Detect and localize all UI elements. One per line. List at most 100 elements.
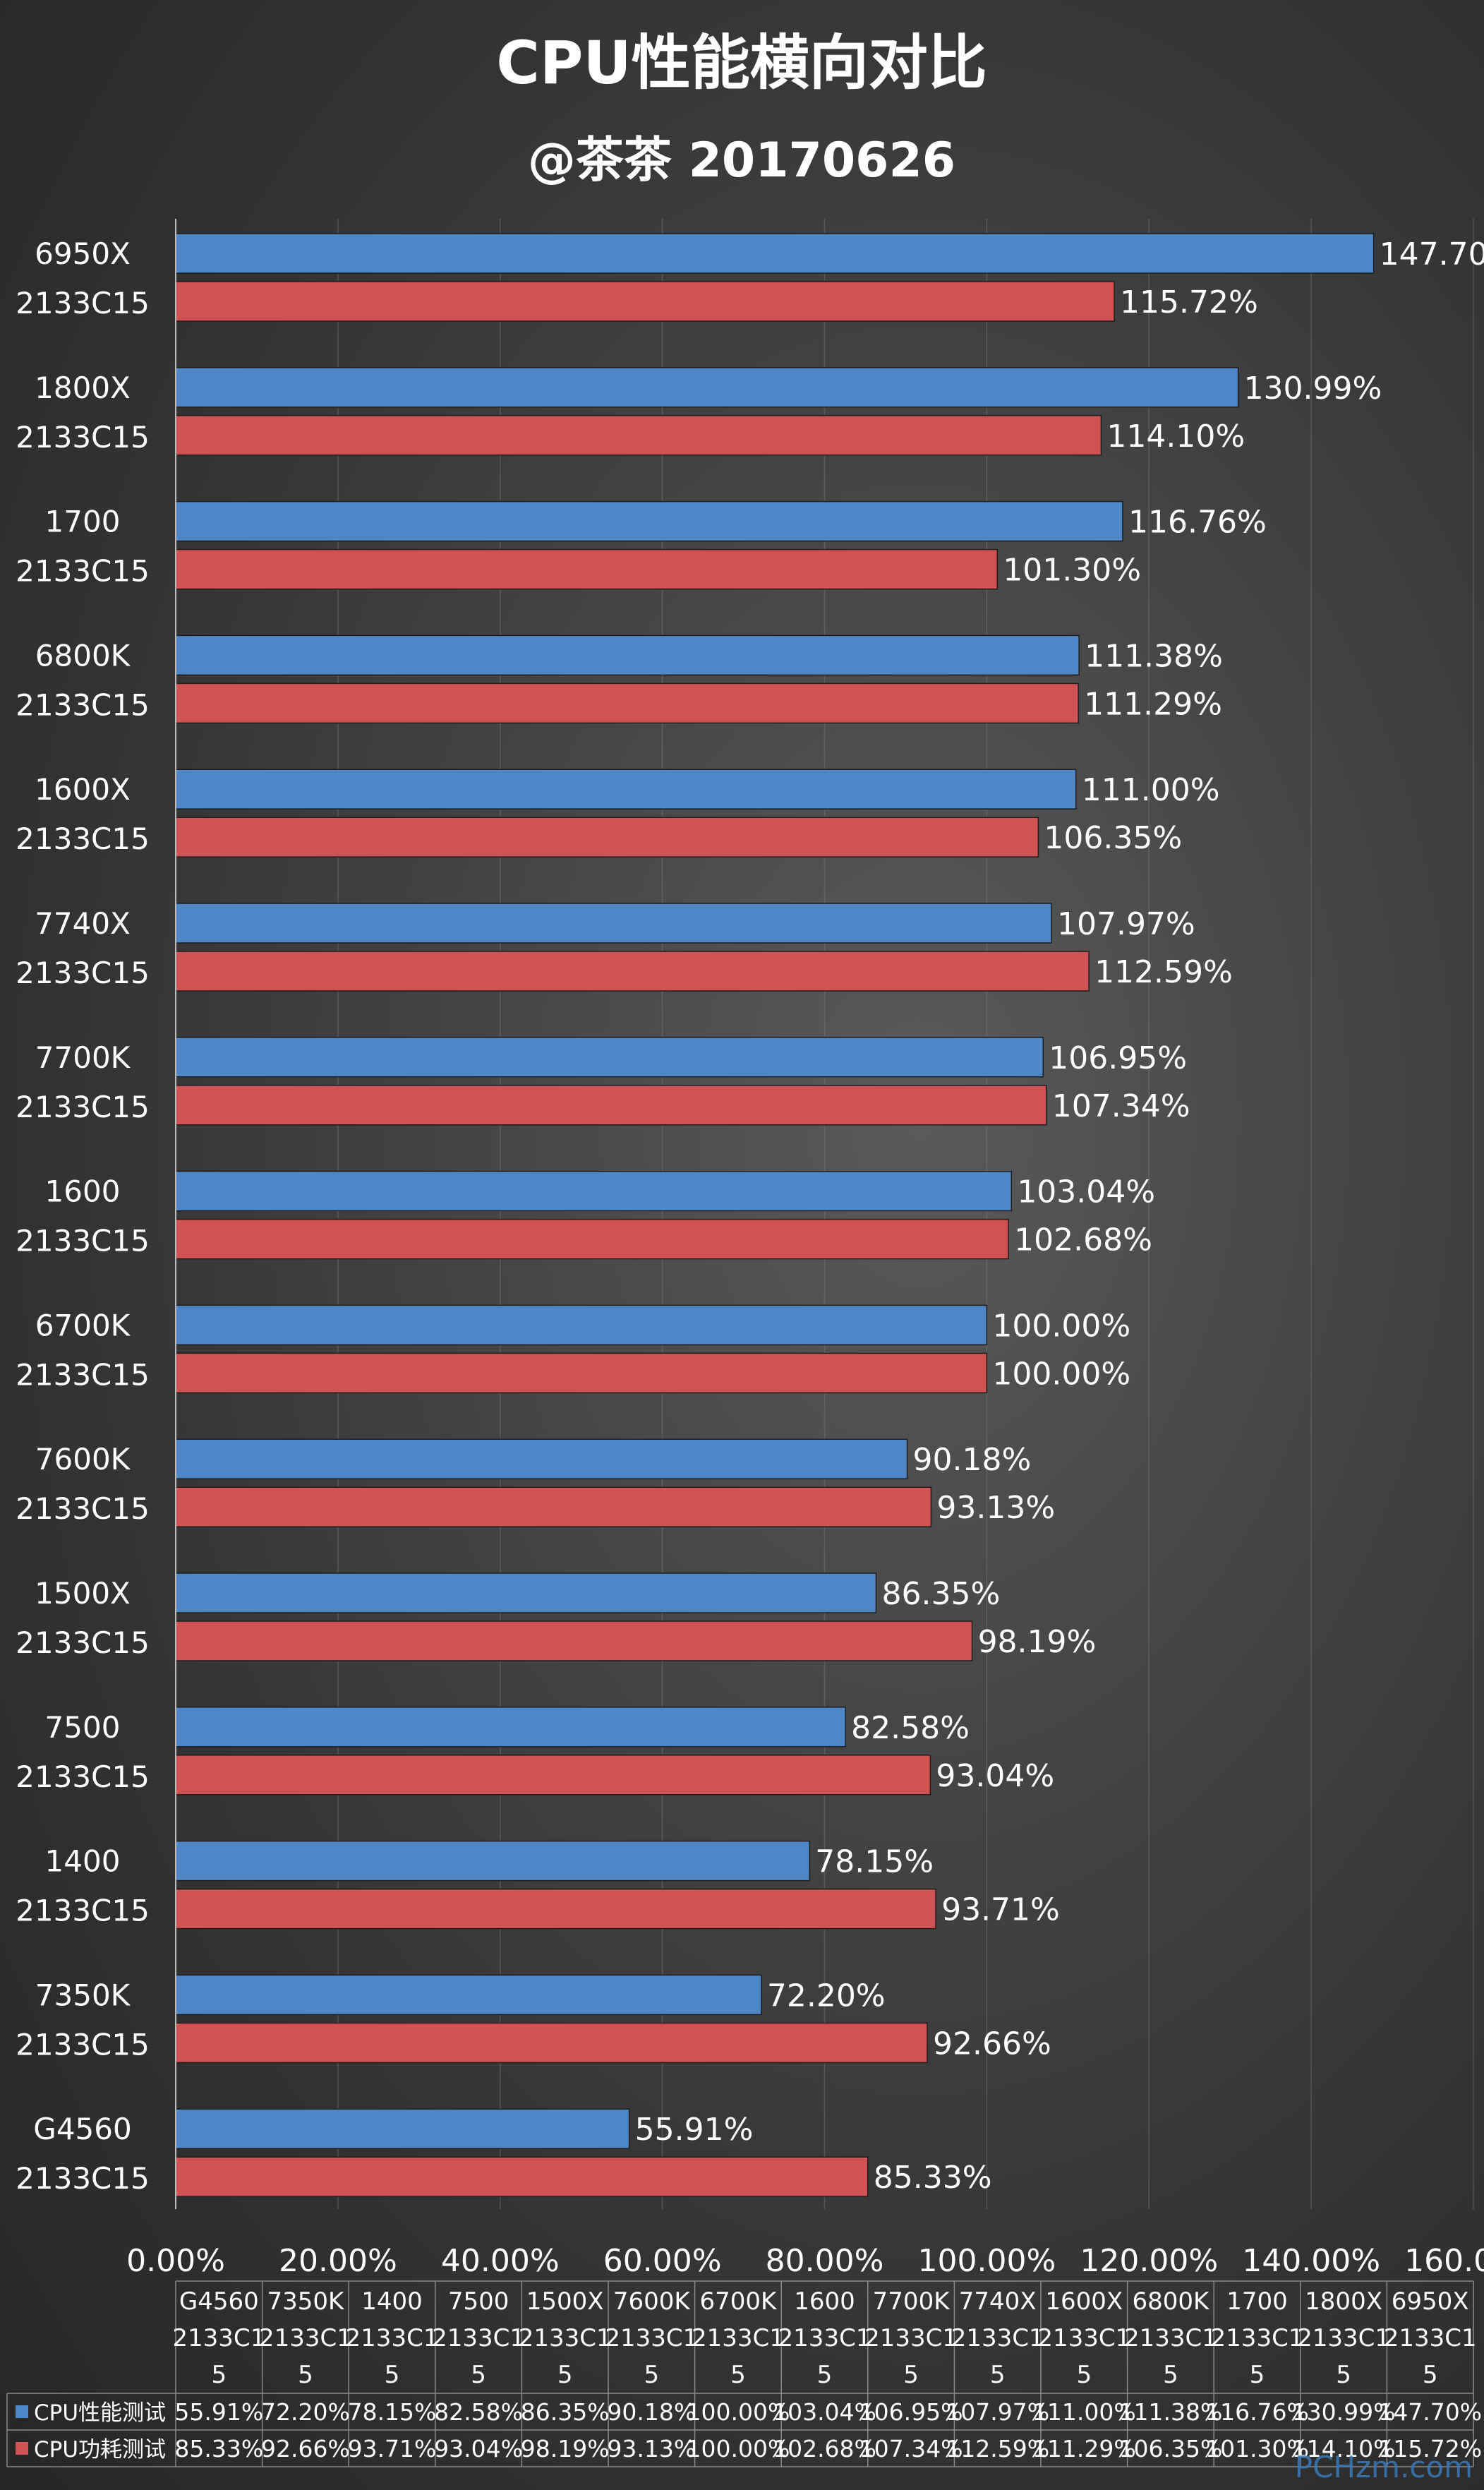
table-cell: 100.00% <box>686 2435 790 2462</box>
table-cell: 111.29% <box>1032 2435 1136 2462</box>
table-header-cell: 2133C1 <box>259 2324 352 2352</box>
x-tick-label: 0.00% <box>126 2243 225 2279</box>
table-cell: 130.99% <box>1292 2398 1396 2426</box>
table-header-cell: 2133C1 <box>778 2324 871 2352</box>
table-header-cell: 5 <box>471 2361 486 2389</box>
table-cell: 100.00% <box>686 2398 790 2426</box>
table-header-cell: 5 <box>211 2361 227 2389</box>
table-cell: 106.35% <box>1118 2435 1222 2462</box>
x-tick-label: 20.00% <box>279 2243 397 2279</box>
table-cell: 86.35% <box>521 2398 610 2426</box>
table-header-cell: 6950X <box>1392 2287 1469 2316</box>
data-label: 90.18% <box>913 1442 1032 1478</box>
data-label: 111.38% <box>1085 638 1223 674</box>
table-cell: 106.95% <box>859 2398 963 2426</box>
data-label: 103.04% <box>1017 1174 1155 1210</box>
power-bar <box>175 1620 973 1661</box>
data-label: 86.35% <box>881 1576 1000 1612</box>
table-header-cell: 2133C1 <box>1124 2324 1217 2352</box>
table-header-cell: 2133C1 <box>605 2324 698 2352</box>
table-header-cell: G4560 <box>179 2287 259 2316</box>
performance-bar <box>175 233 1375 274</box>
table-header-cell: 2133C1 <box>692 2324 785 2352</box>
category-label: 2133C15 <box>16 2161 150 2196</box>
legend-key <box>16 2442 28 2455</box>
category-label: 1400 <box>45 1844 121 1879</box>
table-header-cell: 7350K <box>267 2287 345 2316</box>
performance-bar <box>175 1170 1013 1212</box>
table-header-cell: 5 <box>1250 2361 1265 2389</box>
x-tick-label: 80.00% <box>766 2243 884 2279</box>
power-bar <box>175 415 1102 456</box>
power-bar <box>175 1888 936 1930</box>
table-cell: 112.59% <box>946 2435 1049 2462</box>
power-bar <box>175 1486 932 1527</box>
power-bar <box>175 1352 988 1394</box>
performance-bar <box>175 1304 988 1346</box>
table-cell: 72.20% <box>261 2398 350 2426</box>
category-label: 1600X <box>35 772 131 807</box>
category-label: 1800X <box>35 371 131 405</box>
category-label: 2133C15 <box>16 956 150 990</box>
category-label: 2133C15 <box>16 1894 150 1928</box>
data-label: 116.76% <box>1128 505 1267 541</box>
table-header-cell: 7500 <box>448 2287 509 2316</box>
data-label: 106.95% <box>1049 1040 1187 1076</box>
category-label: 2133C15 <box>16 1625 150 1660</box>
x-tick-label: 140.00% <box>1242 2243 1380 2279</box>
table-header-cell: 2133C1 <box>864 2324 958 2352</box>
data-label: 78.15% <box>815 1844 934 1880</box>
table-cell: 78.15% <box>348 2398 437 2426</box>
performance-bar <box>175 2108 630 2149</box>
table-cell: 85.33% <box>174 2435 263 2462</box>
table-header-cell: 6800K <box>1132 2287 1210 2316</box>
table-header-cell: 2133C1 <box>519 2324 612 2352</box>
x-tick-label: 100.00% <box>917 2243 1056 2279</box>
performance-bar <box>175 500 1123 542</box>
table-header-cell: 2133C1 <box>951 2324 1044 2352</box>
power-bar <box>175 1218 1009 1260</box>
data-label: 112.59% <box>1094 954 1233 990</box>
table-header-cell: 1800X <box>1305 2287 1382 2316</box>
category-label: 2133C15 <box>16 1491 150 1526</box>
category-label: 1500X <box>35 1576 131 1611</box>
category-label: 7700K <box>35 1040 131 1075</box>
x-tick-label: 120.00% <box>1080 2243 1218 2279</box>
table-header-cell: 1400 <box>361 2287 423 2316</box>
performance-bar <box>175 1974 762 2016</box>
power-bar <box>175 548 999 590</box>
table-header-cell: 5 <box>1423 2361 1438 2389</box>
table-header-cell: 5 <box>903 2361 919 2389</box>
data-label: 72.20% <box>767 1978 886 2014</box>
legend-label: CPU性能测试 <box>34 2400 166 2426</box>
power-bar <box>175 2022 928 2064</box>
data-label: 98.19% <box>978 1624 1097 1660</box>
category-label: 2133C15 <box>16 554 150 589</box>
x-tick-label: 40.00% <box>441 2243 560 2279</box>
data-label: 85.33% <box>874 2160 992 2196</box>
table-header-cell: 2133C1 <box>172 2324 265 2352</box>
table-cell: 115.72% <box>1378 2435 1482 2462</box>
table-header-cell: 5 <box>385 2361 400 2389</box>
category-label: 2133C15 <box>16 286 150 320</box>
table-cell: 102.68% <box>773 2435 876 2462</box>
performance-bar <box>175 1438 908 1479</box>
performance-bar <box>175 769 1077 810</box>
watermark: PCHzm.com <box>1294 2450 1473 2484</box>
table-header-cell: 1500X <box>526 2287 604 2316</box>
category-label: 7350K <box>35 1978 131 2012</box>
category-label: 7500 <box>45 1710 121 1745</box>
category-label: 7600K <box>35 1442 131 1476</box>
performance-bar <box>175 1037 1044 1078</box>
table-cell: 114.10% <box>1292 2435 1396 2462</box>
data-label: 114.10% <box>1106 419 1245 455</box>
data-label: 115.72% <box>1120 284 1258 320</box>
legend-label: CPU功耗测试 <box>34 2437 166 2462</box>
power-bar <box>175 2156 869 2197</box>
x-tick-label: 60.00% <box>603 2243 722 2279</box>
table-cell: 116.76% <box>1205 2398 1309 2426</box>
category-label: 2133C15 <box>16 1760 150 1794</box>
table-header-cell: 1700 <box>1226 2287 1288 2316</box>
table-cell: 93.13% <box>607 2435 696 2462</box>
